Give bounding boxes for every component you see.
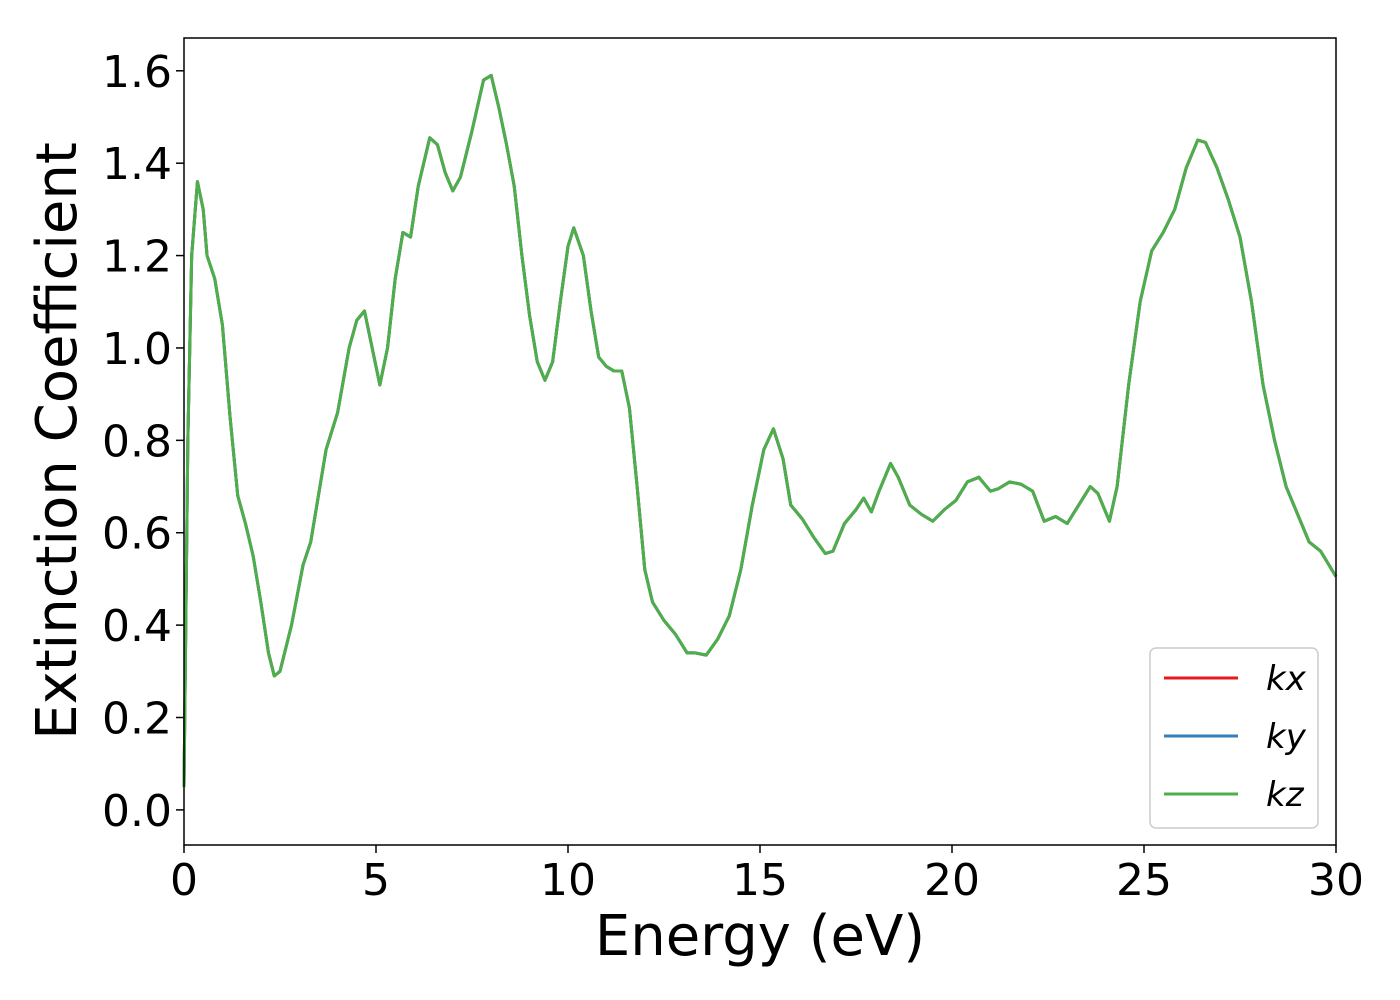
x-axis-label: Energy (eV) [595, 904, 925, 969]
y-axis-label: Extinction Coefficient [25, 142, 90, 740]
y-tick-label: 0.8 [102, 416, 172, 467]
legend-label: kx [1266, 659, 1307, 699]
y-tick-label: 0.6 [102, 509, 172, 560]
x-tick-label: 25 [1116, 855, 1172, 906]
y-tick-label: 0.2 [102, 694, 172, 745]
legend-label: ky [1266, 717, 1307, 757]
y-tick-label: 1.2 [102, 232, 172, 283]
x-tick-label: 20 [924, 855, 980, 906]
legend-box [1149, 647, 1319, 829]
x-tick-label: 30 [1308, 855, 1364, 906]
y-tick-label: 1.6 [102, 47, 172, 98]
plot-frame [183, 37, 1337, 846]
y-tick-label: 1.0 [102, 324, 172, 375]
y-tick-label: 0.4 [102, 601, 172, 652]
x-tick-label: 5 [362, 855, 390, 906]
y-tick-label: 0.0 [102, 786, 172, 837]
data-line [182, 73, 1338, 787]
legend-label: kz [1266, 775, 1305, 815]
y-tick-label: 1.4 [102, 139, 172, 190]
x-tick-label: 15 [732, 855, 788, 906]
x-tick-label: 0 [170, 855, 198, 906]
x-tick-label: 10 [540, 855, 596, 906]
